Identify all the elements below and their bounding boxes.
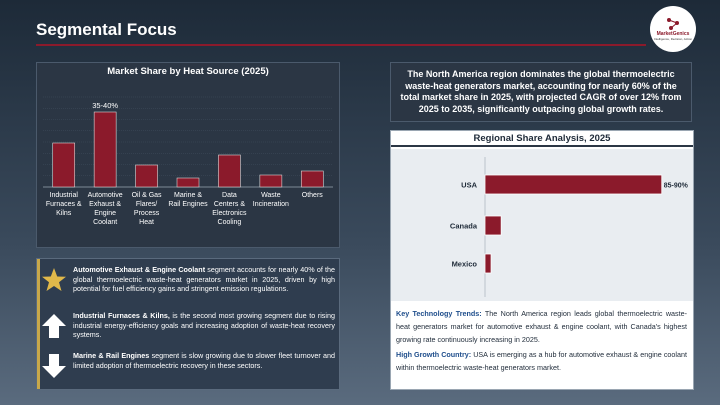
bar-4 <box>218 154 241 188</box>
headline-summary: The North America region dominates the g… <box>390 62 692 122</box>
y-tick-label: Mexico <box>452 260 478 269</box>
regional-share-panel: Regional Share Analysis, 2025 USA 85-90% C… <box>390 130 694 390</box>
segment-insights-panel: Automotive Exhaust & Engine Coolant segm… <box>36 258 340 390</box>
regional-bar-chart: USA 85-90% Canada Mexico <box>450 157 689 297</box>
key-trends-paragraph: Key Technology Trends: The North America… <box>396 309 688 344</box>
y-tick-label: USA <box>461 181 477 190</box>
growth-country-paragraph: High Growth Country: USA is emerging as … <box>396 350 688 372</box>
logo-tagline: Intelligence, Decision, Action <box>653 37 693 41</box>
bar-0 <box>52 142 76 188</box>
molecule-icon <box>667 18 679 30</box>
card-automotive-text: Automotive Exhaust & Engine Coolant segm… <box>73 265 335 294</box>
regional-chart-area: USA 85-90% Canada Mexico <box>391 149 693 301</box>
heat-source-chart-panel: Market Share by Heat Source (2025) Indus… <box>36 62 340 248</box>
arrow-up-icon <box>42 314 66 338</box>
title-underline <box>36 44 646 46</box>
hbar-1 <box>484 215 502 236</box>
x-tick-label: Data Centers & Electronics Cooling <box>212 192 247 226</box>
x-tick-label: Oil & Gas Flares/Process Heat <box>132 192 162 226</box>
x-tick-label: Industrial Furnaces & Kilns <box>46 192 82 217</box>
bar-5 <box>259 174 283 188</box>
cards-accent-bar <box>37 259 40 389</box>
x-tick-label: Waste Incineration <box>253 192 289 208</box>
hbar-data-label: 85-90% <box>664 183 689 190</box>
regional-title-divider <box>391 145 693 147</box>
logo-name: MarketGenics <box>656 31 690 37</box>
arrow-down-icon <box>42 354 66 378</box>
heat-source-bar-chart: Industrial Furnaces & Kilns 35-40% Automotiv… <box>43 96 333 226</box>
bar-data-label: 35-40% <box>92 101 118 110</box>
x-tick-label: Others <box>302 192 324 199</box>
x-tick-label: Marine & Rail Engines <box>168 192 208 208</box>
card-marine-text: Marine & Rail Engines segment is slow gr… <box>73 351 335 370</box>
bar-1 <box>93 111 117 188</box>
bar-2 <box>135 164 158 188</box>
card-automotive: Automotive Exhaust & Engine Coolant segm… <box>41 265 335 294</box>
page-title: Segmental Focus <box>36 20 177 39</box>
bar-3 <box>176 177 200 188</box>
regional-chart-title: Regional Share Analysis, 2025 <box>473 133 611 144</box>
card-industrial: Industrial Furnaces & Kilns, is the seco… <box>41 311 335 340</box>
hbar-2 <box>484 253 492 274</box>
y-tick-label: Canada <box>450 222 478 231</box>
hbar-0 <box>484 174 663 195</box>
logo: MarketGenics Intelligence, Decision, Act… <box>650 6 696 52</box>
bar-6 <box>300 170 324 188</box>
trends-text: Key Technology Trends: The North America… <box>396 307 687 374</box>
heat-source-chart-title: Market Share by Heat Source (2025) <box>107 66 269 77</box>
card-industrial-text: Industrial Furnaces & Kilns, is the seco… <box>73 311 335 340</box>
star-icon <box>42 268 66 291</box>
x-tick-label: Automotive Exhaust & Engine Coolant <box>88 192 123 226</box>
card-marine: Marine & Rail Engines segment is slow gr… <box>41 351 335 379</box>
